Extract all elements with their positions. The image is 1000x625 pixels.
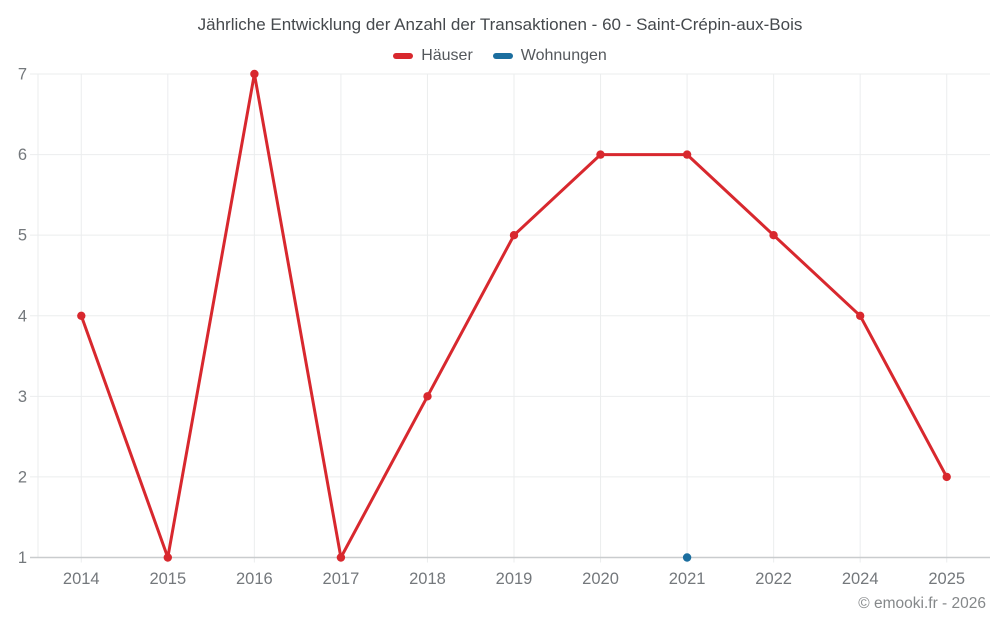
- data-point[interactable]: [77, 311, 86, 320]
- x-axis-label: 2019: [496, 570, 533, 588]
- x-axis-label: 2020: [582, 570, 619, 588]
- legend-item[interactable]: Häuser: [393, 47, 473, 65]
- x-axis-label: 2018: [409, 570, 446, 588]
- data-point[interactable]: [682, 553, 692, 562]
- chart-title: Jährliche Entwicklung der Anzahl der Tra…: [197, 15, 803, 34]
- data-point[interactable]: [769, 231, 778, 240]
- legend-swatch-icon: [492, 53, 513, 59]
- y-axis-label: 3: [18, 388, 27, 406]
- x-axis-label: 2016: [236, 570, 273, 588]
- chart-legend: Häuser Wohnungen: [0, 47, 1000, 65]
- x-axis-label: 2014: [63, 570, 100, 588]
- data-point[interactable]: [942, 472, 951, 482]
- x-axis-label: 2022: [755, 570, 792, 588]
- y-axis-label: 7: [18, 66, 27, 84]
- legend-item[interactable]: Wohnungen: [492, 47, 607, 65]
- y-axis-label: 6: [18, 146, 27, 164]
- data-point[interactable]: [336, 553, 346, 562]
- y-axis-label: 4: [18, 307, 27, 325]
- legend-label: Wohnungen: [520, 47, 607, 64]
- legend-label: Häuser: [421, 47, 473, 64]
- x-axis-label: 2015: [149, 570, 186, 588]
- x-axis-label: 2021: [669, 570, 706, 588]
- data-point[interactable]: [250, 69, 259, 79]
- data-point[interactable]: [163, 553, 172, 562]
- x-axis-label: 2024: [842, 570, 879, 588]
- data-point[interactable]: [856, 311, 865, 320]
- data-point[interactable]: [682, 150, 692, 159]
- x-axis-label: 2017: [323, 570, 360, 588]
- data-point[interactable]: [596, 150, 605, 159]
- y-axis-label: 5: [18, 227, 27, 245]
- legend-swatch-icon: [393, 53, 414, 59]
- y-axis-label: 1: [18, 549, 27, 567]
- data-point[interactable]: [509, 231, 519, 240]
- copyright: © emooki.fr - 2026: [858, 595, 986, 612]
- x-axis-label: 2025: [928, 570, 965, 588]
- y-axis-label: 2: [18, 468, 27, 486]
- data-point[interactable]: [423, 392, 432, 401]
